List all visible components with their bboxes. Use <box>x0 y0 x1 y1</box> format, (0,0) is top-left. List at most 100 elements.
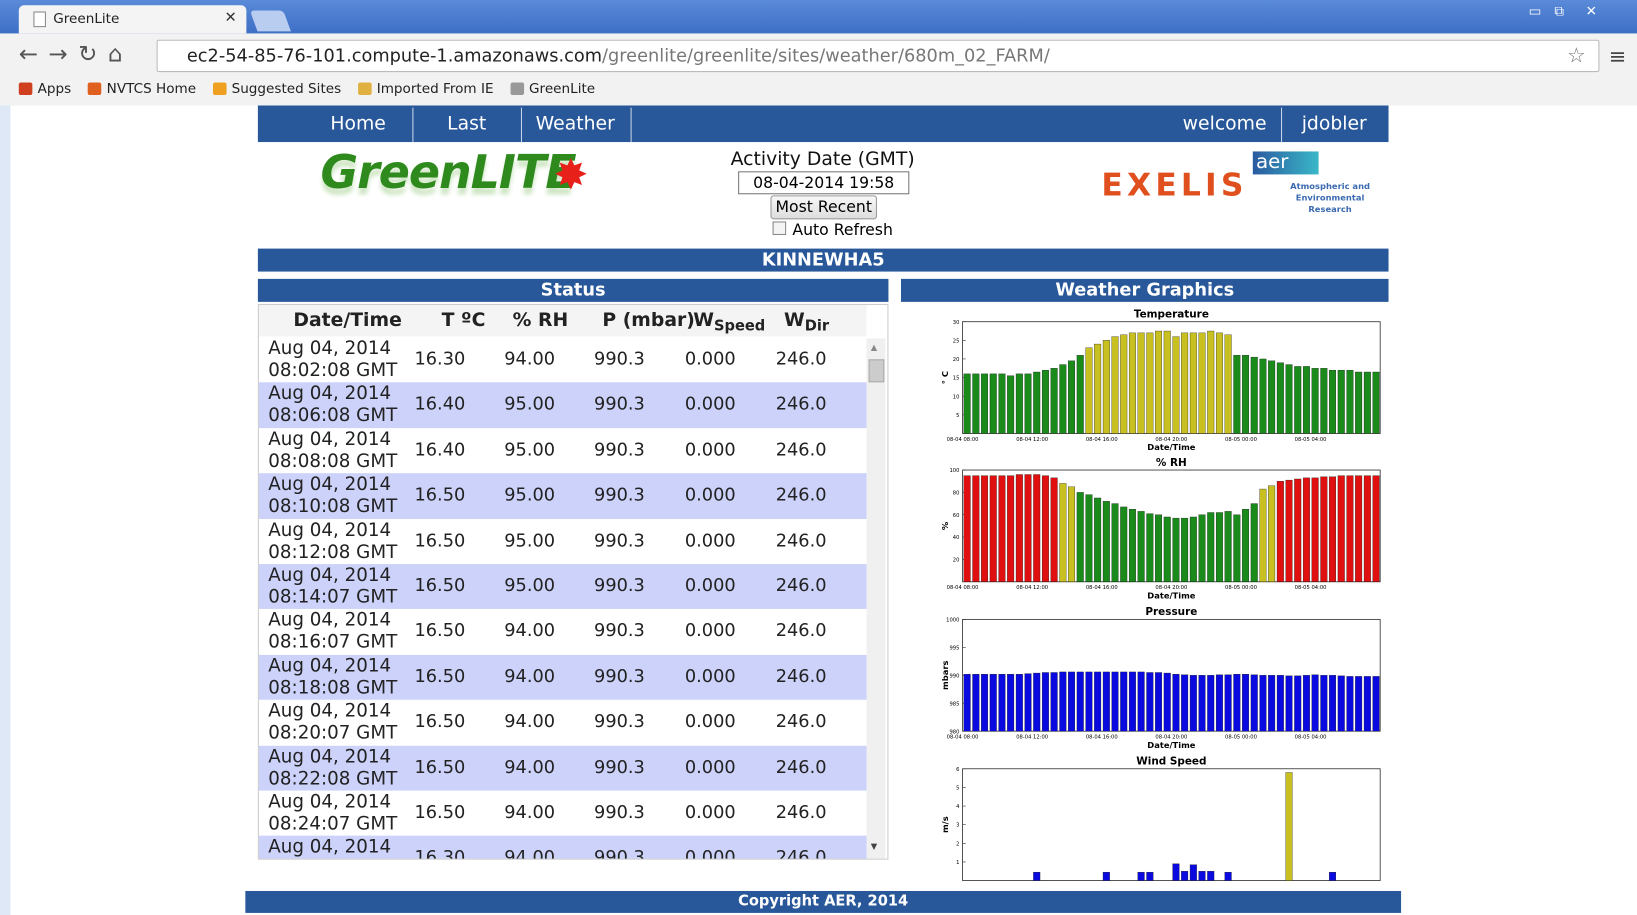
bar <box>1224 334 1232 434</box>
nav-welcome[interactable]: welcome <box>1182 112 1267 135</box>
bar <box>1015 373 1023 434</box>
bar <box>1294 478 1302 582</box>
tab-close[interactable]: ✕ <box>224 9 237 27</box>
y-tick-label: 6 <box>956 767 959 773</box>
bar <box>1111 336 1119 434</box>
bar <box>1311 477 1319 582</box>
value-cell: 990.3 <box>594 620 645 642</box>
bookmark[interactable]: NVTCS Home <box>87 79 196 98</box>
bookmark-icon <box>357 82 372 96</box>
bar <box>972 475 980 582</box>
weather-title: Weather Graphics <box>900 278 1389 302</box>
address-bar[interactable]: ec2-54-85-76-101.compute-1.amazonaws.com… <box>156 39 1600 73</box>
bar <box>1242 355 1250 434</box>
status-title: Status <box>257 278 889 302</box>
status-table: ▲ ▼ Date/Time T ºC% RH P (mbar) WSpeed WDir A… <box>257 303 889 860</box>
bar <box>1033 672 1041 732</box>
bookmark-icon <box>87 82 102 96</box>
plot-area <box>962 768 1381 881</box>
bar <box>1276 481 1284 582</box>
x-axis-label: Date/Time <box>1147 740 1195 750</box>
menu[interactable]: ≡ <box>1608 43 1627 69</box>
date-cell: Aug 04, 2014 <box>268 519 392 541</box>
nav-user[interactable]: jdobler <box>1301 112 1367 135</box>
column-header-text: % RH <box>512 309 569 332</box>
bar <box>1259 358 1267 434</box>
bar <box>1355 371 1363 434</box>
nav-home[interactable]: Home <box>330 112 386 135</box>
bookmarks-bar: Apps NVTCS Home Suggested Sites Imported Fr… <box>18 79 595 98</box>
value-cell: 94.00 <box>504 666 556 688</box>
bar <box>1102 671 1110 732</box>
bar <box>1207 871 1215 881</box>
bar <box>1224 871 1232 881</box>
scroll-up[interactable]: ▲ <box>870 342 878 353</box>
column-header-sub: Dir <box>804 318 830 335</box>
column-header: Date/Time <box>293 309 401 331</box>
value-cell: 990.3 <box>594 439 645 461</box>
bar <box>1207 675 1215 732</box>
aer-line: Atmospheric and <box>1290 181 1371 192</box>
y-axis-label: ° C <box>940 371 950 384</box>
bar <box>1215 512 1223 582</box>
y-tick-label: 25 <box>953 338 960 344</box>
nav-last[interactable]: Last <box>447 112 487 135</box>
time-cell: 08:10:08 GMT <box>268 496 398 518</box>
bar <box>1215 332 1223 434</box>
activity-input[interactable]: 08-04-2014 19:58 <box>738 171 910 195</box>
time-cell: 08:06:08 GMT <box>268 405 398 427</box>
value-cell: 0.000 <box>684 484 736 506</box>
new-tab[interactable] <box>249 10 291 32</box>
bar <box>1102 501 1110 582</box>
bar <box>1329 871 1337 881</box>
x-tick-label: 08-05 00:00 <box>1225 437 1257 443</box>
scroll-thumb[interactable] <box>868 359 885 383</box>
bar <box>1329 675 1337 732</box>
bar <box>1372 676 1380 732</box>
bar <box>981 674 988 732</box>
bar <box>1337 475 1345 582</box>
time-cell: 08:22:08 GMT <box>268 768 398 790</box>
column-header: WSpeed <box>693 309 765 335</box>
table-row: Aug 04, 2014 08:20:07 GMT 16.50 94.00 990.3 0… <box>258 700 867 746</box>
bookmark[interactable]: Apps <box>18 79 71 98</box>
bar <box>981 373 988 434</box>
bookmark[interactable]: Imported From IE <box>357 79 494 98</box>
bookmark[interactable]: Suggested Sites <box>212 79 341 98</box>
column-header: % RH <box>513 309 569 331</box>
most-recent-button[interactable]: Most Recent <box>770 195 877 220</box>
bar <box>1224 511 1232 582</box>
bar <box>1033 371 1041 434</box>
y-tick-label: 60 <box>953 513 960 519</box>
x-tick-label: 08-04 12:00 <box>1016 734 1048 740</box>
bar <box>1337 675 1345 732</box>
nav-weather[interactable]: Weather <box>535 112 615 135</box>
auto-refresh-checkbox[interactable] <box>772 221 787 236</box>
x-tick-label: 08-05 00:00 <box>1225 585 1257 591</box>
nav-buttons[interactable]: ←→↻⌂ <box>18 41 133 68</box>
value-cell: 990.3 <box>594 756 645 778</box>
value-cell: 16.40 <box>414 439 466 461</box>
chart-title: Wind Speed <box>1136 756 1206 768</box>
star[interactable]: ☆ <box>1567 42 1586 68</box>
bar <box>972 373 980 434</box>
window-controls[interactable]: ▭ ⧉ ✕ <box>1524 4 1597 20</box>
y-tick-label: 10 <box>953 394 960 400</box>
time-cell: 08:02:08 GMT <box>268 360 398 382</box>
bar <box>1346 676 1354 732</box>
chart-title: % RH <box>1156 457 1187 469</box>
footer: Copyright AER, 2014 <box>245 890 1402 913</box>
y-tick-label: 4 <box>956 804 960 810</box>
bar <box>1372 475 1380 582</box>
scrollbar[interactable]: ▲ ▼ <box>866 338 886 859</box>
bar <box>1076 671 1084 732</box>
scroll-down[interactable]: ▼ <box>870 841 878 852</box>
bookmark[interactable]: GreenLite <box>510 79 595 98</box>
y-tick-label: 30 <box>953 320 960 326</box>
tab[interactable]: GreenLite ✕ <box>18 5 247 34</box>
x-tick-label: 08-05 04:00 <box>1295 585 1327 591</box>
bar <box>1198 514 1206 582</box>
bar <box>1250 356 1258 434</box>
